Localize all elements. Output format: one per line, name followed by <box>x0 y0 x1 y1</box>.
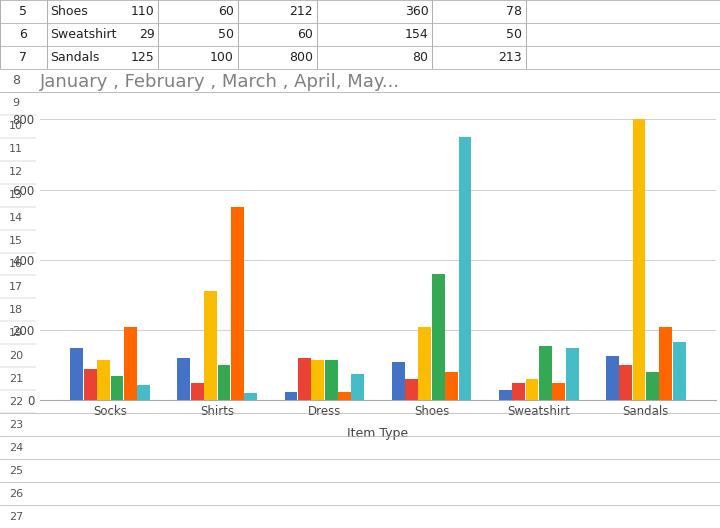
Text: 18: 18 <box>9 305 23 315</box>
Text: 800: 800 <box>289 51 313 64</box>
Text: 9: 9 <box>12 98 19 108</box>
Text: 50: 50 <box>506 28 522 41</box>
Text: 154: 154 <box>405 28 428 41</box>
Text: 14: 14 <box>9 213 23 223</box>
Text: 78: 78 <box>506 5 522 18</box>
Text: 27: 27 <box>9 512 23 522</box>
Text: Shoes: Shoes <box>50 5 88 18</box>
Text: Sweatshirt: Sweatshirt <box>50 28 117 41</box>
Text: 19: 19 <box>9 328 23 338</box>
Text: 24: 24 <box>9 442 23 452</box>
Text: 212: 212 <box>289 5 313 18</box>
Text: 7: 7 <box>19 51 27 64</box>
Text: 15: 15 <box>9 236 23 246</box>
Text: 80: 80 <box>413 51 428 64</box>
Text: 17: 17 <box>9 282 23 292</box>
Text: 50: 50 <box>218 28 234 41</box>
Text: 100: 100 <box>210 51 234 64</box>
Text: 5: 5 <box>19 5 27 18</box>
Text: 125: 125 <box>131 51 155 64</box>
Text: 60: 60 <box>218 5 234 18</box>
Text: 22: 22 <box>9 397 23 407</box>
Text: 26: 26 <box>9 488 23 498</box>
Text: 23: 23 <box>9 420 23 430</box>
Text: 360: 360 <box>405 5 428 18</box>
Text: 20: 20 <box>9 351 23 361</box>
Text: 16: 16 <box>9 259 23 269</box>
Text: 60: 60 <box>297 28 313 41</box>
Text: 25: 25 <box>9 466 23 476</box>
Text: 12: 12 <box>9 167 23 177</box>
Text: 11: 11 <box>9 144 23 154</box>
Text: 29: 29 <box>139 28 155 41</box>
Text: 13: 13 <box>9 190 23 200</box>
Text: 110: 110 <box>131 5 155 18</box>
Text: 213: 213 <box>498 51 522 64</box>
Text: 6: 6 <box>19 28 27 41</box>
Text: 10: 10 <box>9 121 23 131</box>
Text: 8: 8 <box>12 74 20 87</box>
Text: Sandals: Sandals <box>50 51 100 64</box>
Text: 21: 21 <box>9 374 23 384</box>
